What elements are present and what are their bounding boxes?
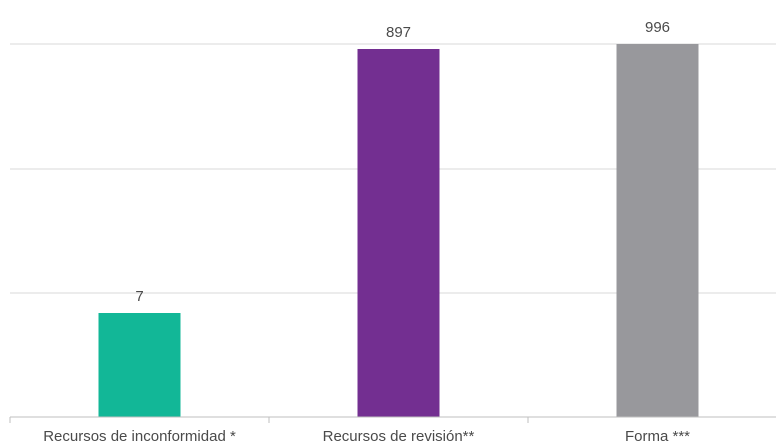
x-tick-label-1: Recursos de inconformidad * bbox=[43, 428, 236, 445]
data-label-3: 996 bbox=[645, 19, 670, 36]
x-tick-label-3: Forma *** bbox=[625, 428, 690, 445]
bar-3 bbox=[616, 44, 699, 417]
data-label-2: 897 bbox=[386, 24, 411, 41]
bar-1 bbox=[98, 313, 181, 417]
x-tick-label-2: Recursos de revisión** bbox=[323, 428, 475, 445]
data-label-1: 7 bbox=[135, 288, 143, 305]
x-axis bbox=[9, 416, 776, 423]
bars bbox=[98, 44, 699, 417]
bar-2 bbox=[357, 49, 440, 417]
labels: 7 Recursos de inconformidad * 897 Recursos … bbox=[43, 19, 690, 445]
